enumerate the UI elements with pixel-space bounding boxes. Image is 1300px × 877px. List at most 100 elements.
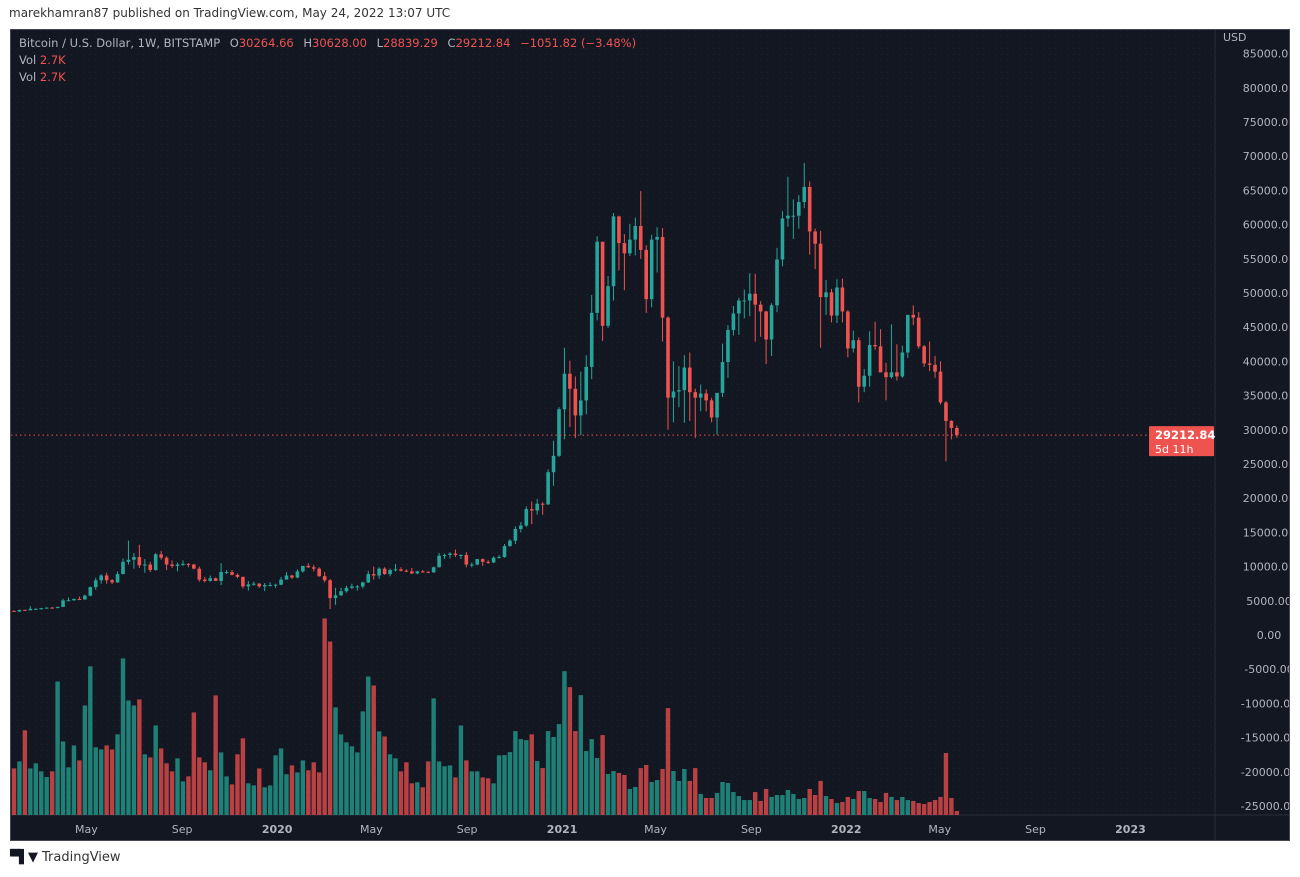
candle-body[interactable] [638,225,643,250]
candle-body[interactable] [622,243,627,254]
candle-body[interactable] [688,367,692,393]
candle-body[interactable] [170,564,174,566]
candle-body[interactable] [437,555,441,568]
candle-body[interactable] [197,568,202,580]
candle-body[interactable] [83,595,87,600]
candle-body[interactable] [159,554,163,558]
candle-body[interactable] [388,570,392,575]
candle-body[interactable] [513,528,518,541]
candle-body[interactable] [927,363,932,365]
candle-body[interactable] [219,572,223,581]
candle-body[interactable] [17,609,22,612]
candle-body[interactable] [584,366,589,401]
candle-body[interactable] [453,553,458,555]
candle-body[interactable] [502,546,507,558]
candle-body[interactable] [464,554,469,565]
candle-body[interactable] [132,557,136,560]
candle-body[interactable] [878,346,883,373]
symbol-title[interactable]: Bitcoin / U.S. Dollar, 1W, BITSTAMP [19,36,221,50]
candle-body[interactable] [377,568,381,576]
candle-body[interactable] [192,564,196,569]
candle-body[interactable] [617,216,621,244]
candle-body[interactable] [922,346,926,364]
candle-body[interactable] [791,215,796,217]
candle-body[interactable] [186,563,191,565]
candle-body[interactable] [551,455,556,473]
candle-body[interactable] [350,586,354,588]
candle-body[interactable] [137,557,142,566]
candle-body[interactable] [884,372,888,378]
candle-body[interactable] [470,564,474,566]
candle-body[interactable] [797,202,801,216]
candle-body[interactable] [213,578,218,581]
candle-body[interactable] [731,313,736,330]
candle-body[interactable] [769,305,774,340]
candle-body[interactable] [88,587,93,596]
candle-body[interactable] [579,400,583,416]
candle-body[interactable] [955,427,959,436]
candle-body[interactable] [573,388,578,416]
chart-panel[interactable]: Bitcoin / U.S. Dollar, 1W, BITSTAMP O302… [10,29,1290,841]
candle-body[interactable] [39,608,44,610]
candle-body[interactable] [813,231,817,244]
candle-body[interactable] [61,600,65,607]
candle-body[interactable] [628,239,632,254]
candle-body[interactable] [889,372,894,378]
candle-body[interactable] [224,572,229,574]
candle-body[interactable] [807,186,812,232]
candle-body[interactable] [742,300,747,302]
candle-body[interactable] [720,362,725,393]
candle-body[interactable] [949,420,954,428]
candle-body[interactable] [873,344,877,347]
candle-body[interactable] [611,216,616,287]
candle-body[interactable] [682,367,687,391]
candle-body[interactable] [546,472,550,505]
candle-body[interactable] [802,186,807,203]
candle-body[interactable] [726,329,730,363]
candle-body[interactable] [393,569,398,571]
candle-body[interactable] [366,574,371,583]
candle-body[interactable] [519,525,523,529]
candle-body[interactable] [693,392,698,398]
candle-body[interactable] [911,314,916,318]
candle-body[interactable] [306,565,311,568]
candle-body[interactable] [851,340,856,349]
candle-body[interactable] [824,292,828,298]
candle-body[interactable] [818,243,823,298]
candle-body[interactable] [895,372,899,377]
candle-body[interactable] [633,225,638,240]
candle-body[interactable] [775,259,779,306]
candle-body[interactable] [344,587,349,592]
candle-body[interactable] [361,582,365,587]
candle-body[interactable] [235,574,240,577]
candle-body[interactable] [709,400,714,418]
candlestick-chart[interactable]: USD 85000.00 80000.00 75000.00 70000.00 65000… [11,30,1290,841]
candle-body[interactable] [916,317,921,347]
candle-body[interactable] [246,584,251,587]
candle-body[interactable] [284,575,289,580]
candle-body[interactable] [475,559,480,565]
candle-body[interactable] [28,608,33,611]
candle-body[interactable] [44,607,49,609]
candle-body[interactable] [660,236,665,318]
tradingview-logo[interactable]: ▀▌▼ TradingView [10,850,121,865]
candle-body[interactable] [829,292,834,316]
candle-body[interactable] [126,559,131,562]
candle-body[interactable] [677,390,681,392]
candle-body[interactable] [23,609,27,611]
candle-body[interactable] [420,571,425,573]
candle-body[interactable] [655,236,659,240]
candle-body[interactable] [568,373,572,389]
candle-body[interactable] [747,293,752,301]
candle-body[interactable] [698,393,703,398]
candle-body[interactable] [589,312,594,367]
candle-body[interactable] [371,574,376,576]
candle-body[interactable] [404,570,409,572]
candle-body[interactable] [153,554,158,571]
candle-body[interactable] [666,317,670,398]
candle-body[interactable] [524,509,529,526]
candle-body[interactable] [780,218,785,260]
candle-body[interactable] [268,585,272,587]
candle-body[interactable] [295,571,300,578]
candle-body[interactable] [764,311,768,340]
